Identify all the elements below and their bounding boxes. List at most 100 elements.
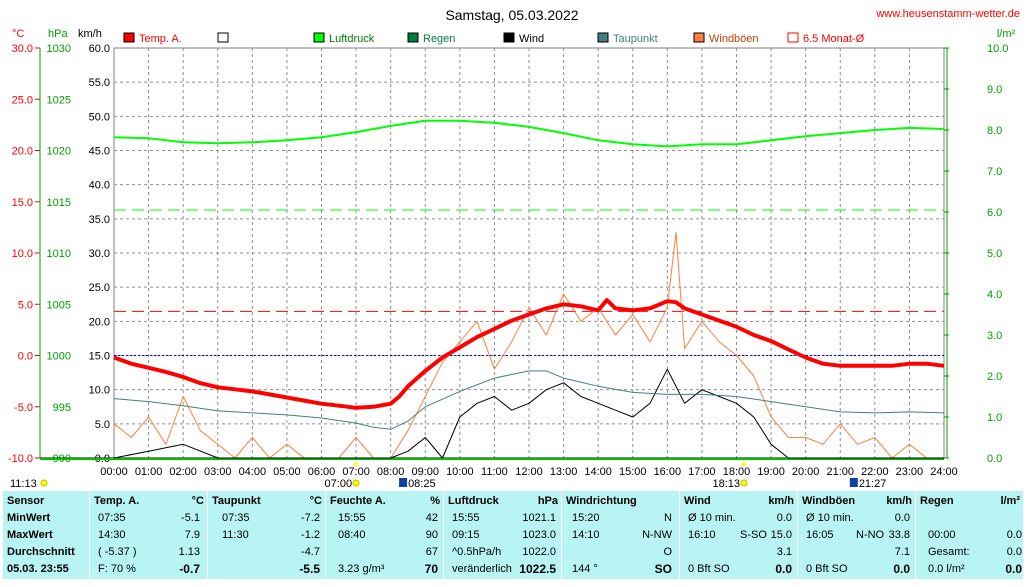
wind-unit-label: km/h [78, 28, 102, 40]
press-value: 1023.0 [522, 529, 556, 542]
temp-time: F: 70 % [98, 563, 136, 576]
time-tick-label: 06:00 [308, 466, 336, 478]
site-link[interactable]: www.heusenstamm-wetter.de [875, 8, 1020, 20]
header-press-unit: hPa [538, 495, 558, 508]
rain-col: Regen l/m² 00:00 0.0 Gesamt: 0.0 0.0 l/m² 0.0 [915, 491, 1024, 579]
moonset-icon [399, 478, 407, 487]
time-tick-label: 10:00 [446, 466, 474, 478]
header-gust-unit: km/h [886, 495, 912, 508]
temp-value: -0.7 [179, 563, 200, 576]
header-temp: Temp. A. [94, 495, 139, 508]
pressure-tick-label: 1015 [47, 197, 71, 209]
hum-value: 70 [425, 563, 438, 576]
pressure-tick-label: 995 [53, 402, 71, 414]
gust-time: 0 Bft SO [806, 563, 848, 576]
header-hum-unit: % [430, 495, 440, 508]
dir-time: 15:20 [572, 512, 600, 525]
header-dew: Taupunkt [212, 495, 261, 508]
temp-value: 1.13 [179, 546, 200, 559]
press-time: ^0.5hPa/h [452, 546, 501, 559]
legend-label: Regen [423, 33, 455, 45]
temp-tick-label: 25.0 [12, 94, 33, 106]
wind-tick-label: 15.0 [89, 351, 110, 363]
pressure-tick-label: 1000 [47, 351, 71, 363]
rain-tick-label: 3.0 [987, 330, 1002, 342]
statistics-panel: Sensor MinWert MaxWert Durchschnitt 05.03. 2… [3, 490, 1023, 579]
press-time: 15:55 [452, 512, 480, 525]
wind-direction: S-SO [740, 529, 767, 542]
rain-value: 0.0 [1005, 563, 1022, 576]
wind-time: 16:10 [688, 529, 716, 542]
temp-time: 07:35 [98, 512, 126, 525]
time-tick-label: 12:00 [515, 466, 543, 478]
wind-tick-label: 30.0 [89, 248, 110, 260]
press-col: Luftdruck hPa 15:55 1021.1 09:15 1023.0 ^0.5hP… [443, 491, 562, 579]
legend-swatch [314, 33, 324, 42]
temp-unit-label: °C [12, 28, 24, 40]
gust-time: Ø 10 min. [806, 512, 854, 525]
pressure-tick-label: 1030 [47, 43, 71, 55]
time-tick-label: 14:00 [584, 466, 612, 478]
header-dir: Windrichtung [566, 495, 637, 508]
time-tick-label: 24:00 [930, 466, 958, 478]
press-time: veränderlich [452, 563, 512, 576]
legend-swatch [694, 33, 704, 42]
time-tick-label: 03:00 [204, 466, 232, 478]
rain-value: 0.0 [1007, 529, 1022, 542]
wind-value: 3.1 [777, 546, 792, 559]
sunset-icon [741, 480, 747, 486]
dew-time: 07:35 [222, 512, 250, 525]
time-tick-label: 22:00 [861, 466, 889, 478]
dew-col: Taupunkt °C 07:35 -7.2 11:30 -1.2 -4.7 -5.5 [207, 491, 326, 579]
temp-value: -5.1 [181, 512, 200, 525]
gust-value: 0.0 [895, 512, 910, 525]
rain-time: Gesamt: [928, 546, 970, 559]
temp-tick-label: 0.0 [18, 351, 33, 363]
dir-value: N [664, 512, 672, 525]
hum-value: 42 [426, 512, 438, 525]
temp-tick-label: 15.0 [12, 197, 33, 209]
dir-time: 14:10 [572, 529, 600, 542]
wind-tick-label: 10.0 [89, 385, 110, 397]
hum-time: 08:40 [338, 529, 366, 542]
press-value: 1022.0 [522, 546, 556, 559]
pressure-tick-label: 1005 [47, 299, 71, 311]
wind-tick-label: 55.0 [89, 77, 110, 89]
moonset-time: 08:25 [408, 478, 436, 490]
legend-label: Luftdruck [329, 33, 375, 45]
rain-tick-label: 6.0 [987, 207, 1002, 219]
temp-value: 7.9 [185, 529, 200, 542]
sun-icon [41, 480, 47, 486]
time-tick-label: 17:00 [688, 466, 716, 478]
header-temp-unit: °C [192, 495, 204, 508]
wind-value: 0.0 [777, 512, 792, 525]
legend-label: Wind [519, 33, 544, 45]
hum-value: 67 [426, 546, 438, 559]
weather-chart: Samstag, 05.03.2022 www.heusenstamm-wett… [0, 0, 1034, 490]
row-label: Durchschnitt [7, 546, 75, 559]
wind-tick-label: 50.0 [89, 111, 110, 123]
grid [114, 48, 944, 458]
temp-col: Temp. A. °C 07:35 -5.1 14:30 7.9 ( -5.37 ) 1.13… [89, 491, 208, 579]
wind-value: 15.0 [771, 529, 792, 542]
sunset-time: 18:13 [712, 478, 740, 490]
legend-swatch [598, 33, 608, 42]
temp-tick-label: -10.0 [8, 453, 33, 465]
dir-time: 144 ° [572, 563, 598, 576]
dew-value: -5.5 [299, 563, 320, 576]
time-tick-label: 05:00 [273, 466, 301, 478]
rain-tick-label: 4.0 [987, 289, 1002, 301]
time-tick-label: 13:00 [550, 466, 578, 478]
rain-time: 0.0 l/m² [928, 563, 965, 576]
dew-value: -7.2 [301, 512, 320, 525]
time-tick-label: 21:00 [826, 466, 854, 478]
wind-tick-label: 20.0 [89, 316, 110, 328]
wind-time: Ø 10 min. [688, 512, 736, 525]
rain-tick-label: 10.0 [987, 43, 1008, 55]
wind-tick-label: 25.0 [89, 282, 110, 294]
moonrise-time: 21:27 [859, 478, 887, 490]
header-wind: Wind [684, 495, 711, 508]
time-tick-label: 01:00 [135, 466, 163, 478]
legend-swatch [124, 33, 134, 42]
header-rain: Regen [920, 495, 954, 508]
